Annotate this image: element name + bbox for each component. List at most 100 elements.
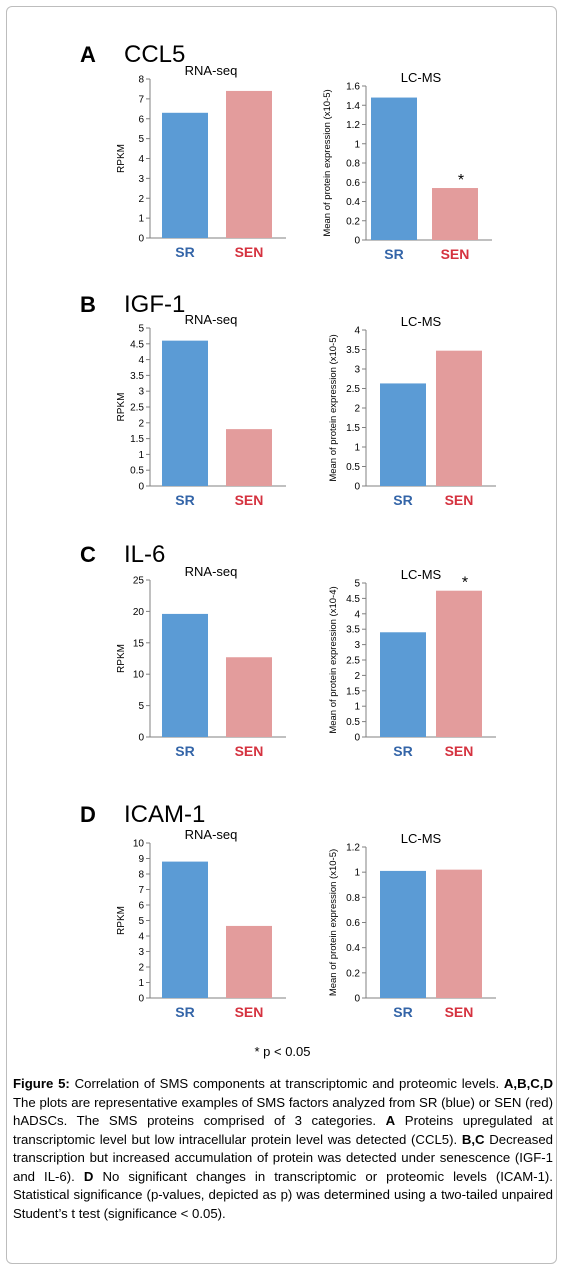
category-label-C-lcms-SR: SR: [393, 743, 412, 759]
y-tick-label-B-rnaseq: 1: [138, 450, 144, 461]
y-tick-label-B-lcms: 2: [354, 404, 360, 415]
significance-marker-A-lcms: *: [458, 172, 464, 189]
caption-p1-bold: A,B,C,D: [503, 1076, 553, 1091]
y-axis-label-A-rnaseq: RPKM: [116, 144, 127, 173]
bar-C-lcms-SEN: [436, 590, 482, 737]
significance-marker-C-lcms: *: [462, 575, 468, 592]
category-label-D-lcms-SR: SR: [393, 1004, 412, 1020]
y-tick-label-C-rnaseq: 15: [133, 638, 145, 649]
y-tick-label-A-rnaseq: 1: [138, 214, 144, 225]
y-tick-label-C-lcms: 1: [354, 702, 360, 713]
category-label-D-lcms-SEN: SEN: [445, 1004, 474, 1020]
bar-C-rnaseq-SR: [162, 613, 208, 737]
category-label-D-rnaseq-SEN: SEN: [235, 1004, 264, 1020]
y-tick-label-D-rnaseq: 1: [138, 978, 144, 989]
category-label-A-rnaseq-SEN: SEN: [235, 244, 264, 260]
figure-caption: Figure 5: Correlation of SMS components …: [13, 1075, 553, 1223]
category-label-B-lcms-SR: SR: [393, 492, 412, 508]
bar-B-lcms-SEN: [436, 350, 482, 486]
y-axis-label-C-lcms: Mean of protein expression (x10-4): [328, 586, 339, 733]
y-tick-label-C-rnaseq: 5: [138, 701, 144, 712]
y-axis-label-B-lcms: Mean of protein expression (x10-5): [328, 334, 339, 481]
caption-p3: Decreased transcription but increased ac…: [13, 1131, 553, 1184]
y-axis-label-A-lcms: Mean of protein expression (x10-5): [322, 89, 333, 236]
y-tick-label-C-rnaseq: 10: [133, 670, 145, 681]
y-tick-label-A-lcms: 1.2: [346, 120, 360, 131]
y-tick-label-D-lcms: 1: [354, 868, 360, 879]
caption-p1: The plots are representative examples of…: [13, 1094, 553, 1129]
chart-title-C-rnaseq: RNA-seq: [185, 564, 238, 579]
category-label-B-lcms-SEN: SEN: [445, 492, 474, 508]
bar-A-rnaseq-SEN: [226, 90, 272, 238]
chart-title-A-rnaseq: RNA-seq: [185, 63, 238, 78]
panel-letter-B: B: [80, 292, 96, 317]
y-tick-label-B-rnaseq: 2: [138, 418, 144, 429]
y-tick-label-D-rnaseq: 4: [138, 932, 144, 943]
y-tick-label-A-lcms: 0: [354, 236, 360, 247]
bar-D-lcms-SEN: [436, 869, 482, 998]
panel-letter-D: D: [80, 802, 96, 827]
y-axis-label-D-lcms: Mean of protein expression (x10-5): [328, 849, 339, 996]
y-tick-label-C-lcms: 4.5: [346, 594, 360, 605]
y-tick-label-A-rnaseq: 6: [138, 114, 144, 125]
category-label-D-rnaseq-SR: SR: [175, 1004, 194, 1020]
y-tick-label-C-lcms: 2.5: [346, 656, 360, 667]
bar-D-rnaseq-SR: [162, 861, 208, 998]
y-axis-label-B-rnaseq: RPKM: [116, 393, 127, 422]
category-label-A-lcms-SR: SR: [384, 246, 403, 262]
y-tick-label-D-rnaseq: 2: [138, 963, 144, 974]
y-tick-label-B-lcms: 2.5: [346, 384, 360, 395]
y-tick-label-D-rnaseq: 7: [138, 885, 144, 896]
y-tick-label-B-lcms: 3.5: [346, 345, 360, 356]
y-tick-label-D-lcms: 1.2: [346, 843, 360, 854]
y-tick-label-A-lcms: 1: [354, 139, 360, 150]
y-tick-label-B-lcms: 1.5: [346, 423, 360, 434]
y-tick-label-C-lcms: 3: [354, 640, 360, 651]
y-tick-label-B-lcms: 3: [354, 365, 360, 376]
y-axis-label-C-rnaseq: RPKM: [116, 644, 127, 673]
y-tick-label-A-lcms: 0.4: [346, 197, 360, 208]
chart-title-D-lcms: LC-MS: [401, 831, 442, 846]
y-tick-label-B-lcms: 0.5: [346, 462, 360, 473]
y-tick-label-A-rnaseq: 8: [138, 75, 144, 86]
y-tick-label-B-rnaseq: 0.5: [130, 466, 144, 477]
y-tick-label-A-rnaseq: 4: [138, 154, 144, 165]
bar-B-lcms-SR: [380, 383, 426, 486]
y-tick-label-D-rnaseq: 9: [138, 854, 144, 865]
y-tick-label-B-rnaseq: 1.5: [130, 434, 144, 445]
bar-D-lcms-SR: [380, 870, 426, 998]
y-tick-label-D-lcms: 0.8: [346, 893, 360, 904]
y-tick-label-A-lcms: 1.4: [346, 101, 360, 112]
y-tick-label-C-lcms: 1.5: [346, 686, 360, 697]
y-tick-label-B-lcms: 1: [354, 443, 360, 454]
y-tick-label-A-rnaseq: 3: [138, 174, 144, 185]
y-tick-label-C-lcms: 0: [354, 733, 360, 744]
caption-p4: No significant changes in transcriptomic…: [13, 1168, 553, 1221]
caption-p2: Proteins upregulated at transcriptomic l…: [13, 1113, 554, 1147]
y-tick-label-C-rnaseq: 0: [138, 733, 144, 744]
y-tick-label-B-rnaseq: 5: [138, 324, 144, 335]
bar-D-rnaseq-SEN: [226, 925, 272, 998]
y-tick-label-A-rnaseq: 5: [138, 134, 144, 145]
y-tick-label-D-rnaseq: 0: [138, 994, 144, 1005]
caption-title: Correlation of SMS components at transcr…: [69, 1076, 500, 1091]
category-label-A-rnaseq-SR: SR: [175, 244, 194, 260]
y-tick-label-D-rnaseq: 8: [138, 870, 144, 881]
category-label-B-rnaseq-SEN: SEN: [235, 492, 264, 508]
caption-p4-bold: D: [83, 1168, 94, 1184]
y-tick-label-A-rnaseq: 0: [138, 234, 144, 245]
bar-A-lcms-SR: [371, 97, 417, 240]
category-label-B-rnaseq-SR: SR: [175, 492, 194, 508]
bar-C-rnaseq-SEN: [226, 657, 272, 737]
category-label-C-rnaseq-SR: SR: [175, 743, 194, 759]
panel-gene-B: IGF-1: [124, 291, 185, 318]
y-tick-label-D-rnaseq: 10: [133, 839, 145, 850]
y-tick-label-C-rnaseq: 20: [133, 607, 145, 618]
panel-gene-C: IL-6: [124, 541, 165, 568]
y-tick-label-B-rnaseq: 0: [138, 482, 144, 493]
panel-gene-D: ICAM-1: [124, 801, 205, 828]
y-tick-label-B-rnaseq: 2.5: [130, 403, 144, 414]
y-tick-label-C-rnaseq: 25: [133, 576, 145, 587]
bar-B-rnaseq-SR: [162, 340, 208, 486]
